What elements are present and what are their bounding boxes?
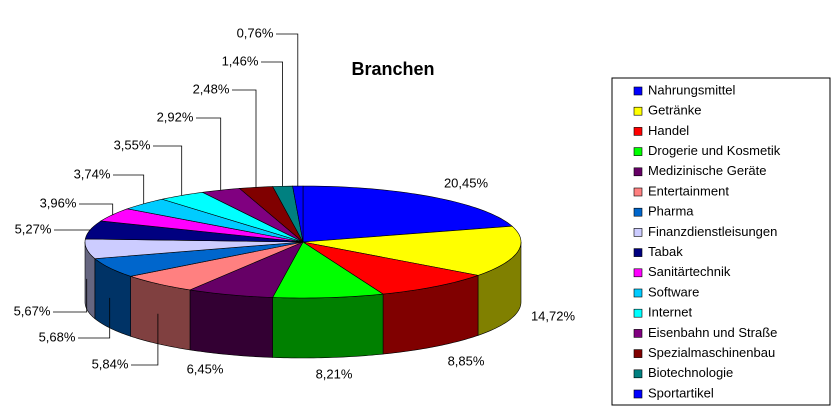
- data-label: 3,55%: [114, 137, 151, 152]
- pie-wall: [272, 293, 384, 359]
- legend-swatch: [633, 369, 643, 379]
- legend-swatch: [633, 167, 643, 177]
- legend-swatch: [633, 349, 643, 358]
- leader-line: [153, 145, 183, 196]
- legend-swatch: [633, 207, 643, 217]
- legend-label: Biotechnologie: [648, 365, 733, 380]
- pie-slice: [129, 241, 304, 291]
- legend-label: Getränke: [648, 103, 701, 118]
- pie-slice: [94, 241, 304, 277]
- legend-label: Drogerie und Kosmetik: [648, 143, 781, 158]
- legend-label: Sportartikel: [648, 385, 714, 400]
- data-label: 3,74%: [74, 166, 111, 181]
- leader-line: [261, 61, 284, 187]
- leader-line: [78, 297, 111, 339]
- pie-slice: [84, 220, 304, 243]
- leader-line: [276, 33, 299, 186]
- legend-label: Handel: [648, 123, 689, 138]
- pie-slice: [292, 185, 304, 243]
- chart-title: Branchen: [351, 59, 434, 79]
- data-label: 5,68%: [39, 329, 76, 344]
- data-label: 5,84%: [92, 356, 129, 371]
- legend-label: Sanitärtechnik: [648, 264, 731, 279]
- legend-swatch: [633, 147, 643, 156]
- data-label: 5,67%: [14, 303, 51, 318]
- pie-slice: [188, 241, 304, 298]
- legend-label: Tabak: [648, 244, 683, 259]
- pie-slice: [302, 225, 522, 276]
- legend-swatch: [633, 127, 643, 136]
- leader-line: [53, 278, 88, 313]
- data-label: 14,72%: [531, 308, 576, 323]
- leader-line: [196, 117, 222, 191]
- legend-swatch: [633, 86, 643, 96]
- legend-swatch: [633, 268, 643, 278]
- data-label: 0,76%: [237, 25, 274, 40]
- leader-line: [113, 174, 145, 204]
- legend-label: Internet: [648, 305, 692, 320]
- leader-line: [79, 203, 114, 215]
- pie-slice: [302, 241, 480, 295]
- legend-label: Medizinische Geräte: [648, 163, 767, 178]
- data-label: 2,48%: [193, 81, 230, 96]
- data-label: 20,45%: [444, 175, 489, 190]
- data-label: 2,92%: [157, 109, 194, 124]
- pie-wall: [189, 289, 273, 358]
- pie-slice: [201, 188, 304, 243]
- legend-swatch: [633, 248, 643, 257]
- legend-swatch: [633, 187, 643, 197]
- pie-slice: [302, 185, 513, 243]
- data-label: 8,21%: [316, 366, 353, 381]
- leader-line: [131, 313, 159, 366]
- pie-slice: [272, 241, 384, 299]
- data-label: 5,27%: [15, 221, 52, 236]
- legend-swatch: [633, 228, 643, 237]
- legend-label: Eisenbahn und Straße: [648, 325, 777, 340]
- data-label: 8,85%: [448, 353, 485, 368]
- pie-slice: [238, 186, 304, 243]
- leader-line: [232, 89, 257, 188]
- legend-swatch: [633, 389, 643, 399]
- legend-swatch: [633, 288, 643, 298]
- legend-label: Pharma: [648, 204, 694, 219]
- data-label: 1,46%: [222, 53, 259, 68]
- data-label: 3,96%: [40, 195, 77, 210]
- legend-swatch: [633, 329, 643, 338]
- legend-label: Entertainment: [648, 183, 729, 198]
- legend-swatch: [633, 106, 643, 116]
- data-label: 6,45%: [187, 361, 224, 376]
- legend-label: Spezialmaschinenbau: [648, 345, 775, 360]
- legend-swatch: [633, 308, 643, 318]
- legend-label: Software: [648, 284, 699, 299]
- legend-label: Nahrungsmittel: [648, 82, 736, 97]
- pie-slice: [84, 238, 304, 259]
- legend-box: [611, 77, 831, 406]
- legend-label: Finanzdienstleisungen: [648, 224, 777, 239]
